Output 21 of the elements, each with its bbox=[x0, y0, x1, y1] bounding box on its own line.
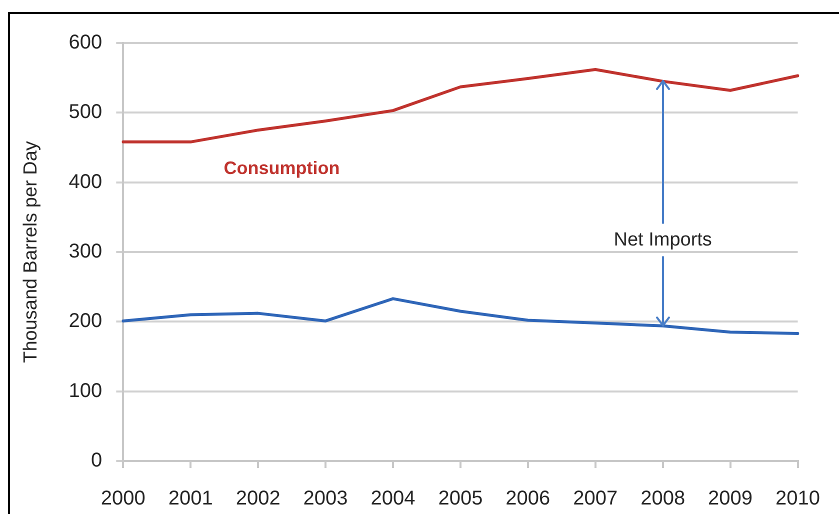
x-tick-label: 2003 bbox=[303, 488, 348, 510]
y-tick-label: 600 bbox=[68, 32, 102, 54]
y-tick-label: 300 bbox=[68, 240, 102, 263]
x-tick-label: 2004 bbox=[370, 488, 416, 510]
y-axis-title: Thousand Barrels per Day bbox=[20, 140, 42, 363]
y-tick-label: 100 bbox=[68, 380, 102, 402]
y-tick-label: 400 bbox=[68, 170, 102, 193]
x-tick-label: 2010 bbox=[776, 488, 820, 510]
annotation: Net Imports bbox=[614, 229, 712, 250]
x-tick-label: 2007 bbox=[573, 488, 618, 510]
y-tick-label: 500 bbox=[68, 101, 102, 124]
series-label: Consumption bbox=[224, 158, 340, 178]
x-tick-label: 2002 bbox=[236, 488, 280, 510]
x-tick-label: 2009 bbox=[708, 488, 753, 510]
x-tick-label: 2001 bbox=[168, 488, 213, 510]
y-tick-label: 200 bbox=[68, 310, 102, 332]
y-tick-label: 0 bbox=[91, 450, 102, 472]
x-tick-label: 2006 bbox=[506, 488, 550, 510]
x-tick-label: 2000 bbox=[100, 488, 146, 510]
x-tick-label: 2005 bbox=[438, 488, 483, 510]
x-tick-label: 2008 bbox=[640, 488, 686, 510]
